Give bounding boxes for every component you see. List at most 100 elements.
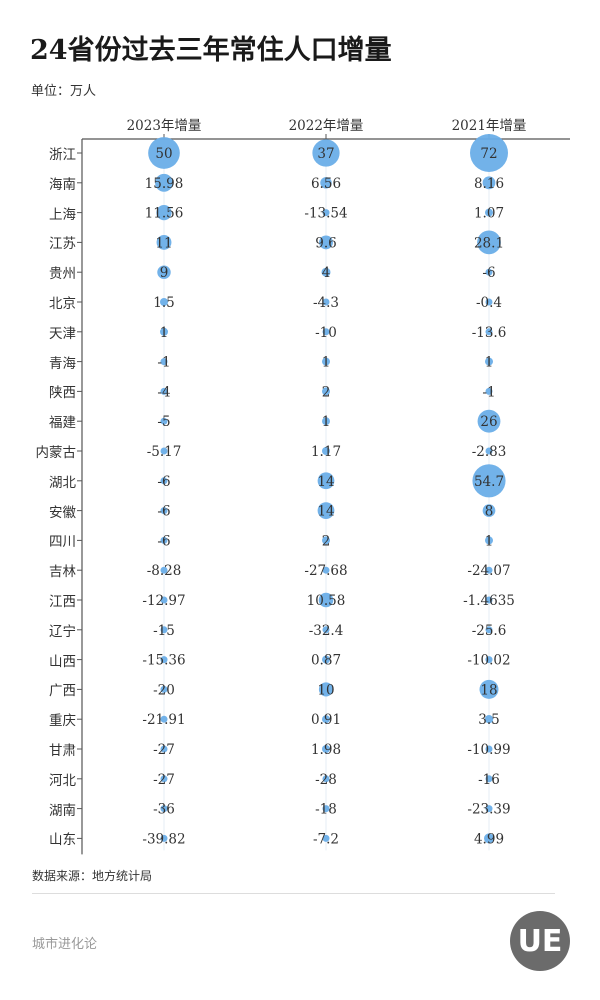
row-label: 山西 (49, 653, 76, 670)
data-label: 14 (317, 474, 334, 490)
data-label: 50 (155, 146, 172, 162)
bubble (160, 775, 168, 783)
bubble (485, 775, 493, 783)
bubble (485, 536, 493, 545)
bubble (485, 328, 493, 336)
data-label: -32.4 (309, 623, 344, 639)
bubble (160, 596, 168, 604)
bubble (148, 137, 180, 169)
bubble (485, 566, 493, 574)
bubble (317, 502, 335, 519)
bubble (483, 833, 495, 844)
bubble (160, 507, 168, 515)
data-label: 8 (485, 504, 494, 520)
bubble (160, 805, 168, 813)
data-label: -27 (153, 772, 175, 788)
bubble (322, 834, 330, 842)
bubble (160, 298, 168, 306)
bubble (160, 685, 168, 693)
data-label: 0.87 (311, 653, 341, 669)
data-label: 11 (155, 235, 172, 251)
bubble (156, 204, 172, 221)
data-label: -25.6 (472, 623, 507, 639)
bubble (156, 234, 172, 250)
bubble (322, 387, 330, 396)
data-label: 1.17 (311, 444, 341, 460)
row-label: 天津 (49, 325, 76, 342)
page-title: 24省份过去三年常住人口增量 (30, 35, 392, 66)
data-label: -6 (482, 265, 495, 281)
data-label: 2 (322, 384, 331, 400)
bubble (322, 805, 330, 813)
data-label: -10.99 (467, 742, 510, 758)
data-label: -15 (153, 623, 175, 639)
bubble (485, 447, 493, 455)
bubble (320, 177, 332, 189)
data-label: 10 (317, 682, 334, 698)
row-label: 四川 (49, 534, 76, 551)
data-label: -27.68 (304, 563, 347, 579)
bubble (477, 230, 501, 255)
bubble (160, 715, 168, 723)
data-label: -7.2 (313, 831, 339, 847)
column-header: 2021年增量 (451, 118, 527, 134)
data-label: 2 (322, 533, 331, 549)
data-label: -5.17 (147, 444, 182, 460)
data-source: 数据来源：地方统计局 (32, 869, 153, 883)
data-label: -2.83 (472, 444, 507, 460)
bubble (160, 327, 168, 336)
bubble (322, 357, 330, 366)
row-label: 贵州 (49, 266, 76, 283)
bubble (482, 504, 496, 517)
bubble (484, 715, 494, 724)
data-label: 1.07 (474, 206, 504, 222)
bubble (477, 409, 501, 433)
data-label: -6 (157, 474, 170, 490)
data-label: -18 (315, 802, 337, 818)
data-label: 9 (160, 265, 169, 281)
data-label: 72 (480, 146, 497, 162)
bubble (482, 176, 496, 190)
bubble (322, 715, 330, 724)
bubble (322, 328, 330, 336)
data-label: 37 (317, 146, 334, 162)
data-label: 1 (322, 355, 331, 371)
brand-logo: UE (510, 911, 570, 971)
bubble (160, 745, 168, 753)
data-label: -4 (157, 384, 170, 400)
row-label: 海南 (49, 176, 76, 193)
row-label: 山东 (49, 832, 76, 849)
row-label: 青海 (49, 355, 76, 372)
bubble (322, 626, 330, 634)
data-label: 54.7 (474, 474, 504, 490)
row-label: 安徽 (49, 504, 76, 521)
row-label: 湖北 (49, 474, 76, 491)
bubble (485, 387, 493, 395)
data-label: 1.98 (311, 742, 341, 758)
bubble (485, 745, 493, 753)
bubble (322, 655, 330, 664)
bubble (318, 592, 334, 608)
data-label: -24.07 (467, 563, 510, 579)
bubble (160, 447, 168, 455)
data-label: 14 (317, 504, 334, 520)
data-label: -16 (478, 772, 500, 788)
bubble (322, 745, 330, 753)
row-label: 吉林 (49, 564, 76, 581)
bubble (319, 235, 333, 250)
data-label: 26 (480, 414, 497, 430)
data-label: 15.98 (145, 176, 184, 192)
data-label: -23.39 (467, 802, 510, 818)
bubble (317, 472, 335, 490)
row-label: 河北 (49, 772, 76, 789)
bubble (160, 417, 168, 425)
bubble (479, 679, 499, 699)
bubble (485, 298, 493, 306)
data-label: 6.56 (311, 176, 341, 192)
row-label: 广西 (49, 683, 76, 700)
data-label: 18 (480, 682, 497, 698)
data-label: -36 (153, 802, 175, 818)
column-header: 2022年增量 (288, 118, 364, 134)
bubble (322, 298, 330, 306)
data-label: -15.36 (142, 653, 185, 669)
